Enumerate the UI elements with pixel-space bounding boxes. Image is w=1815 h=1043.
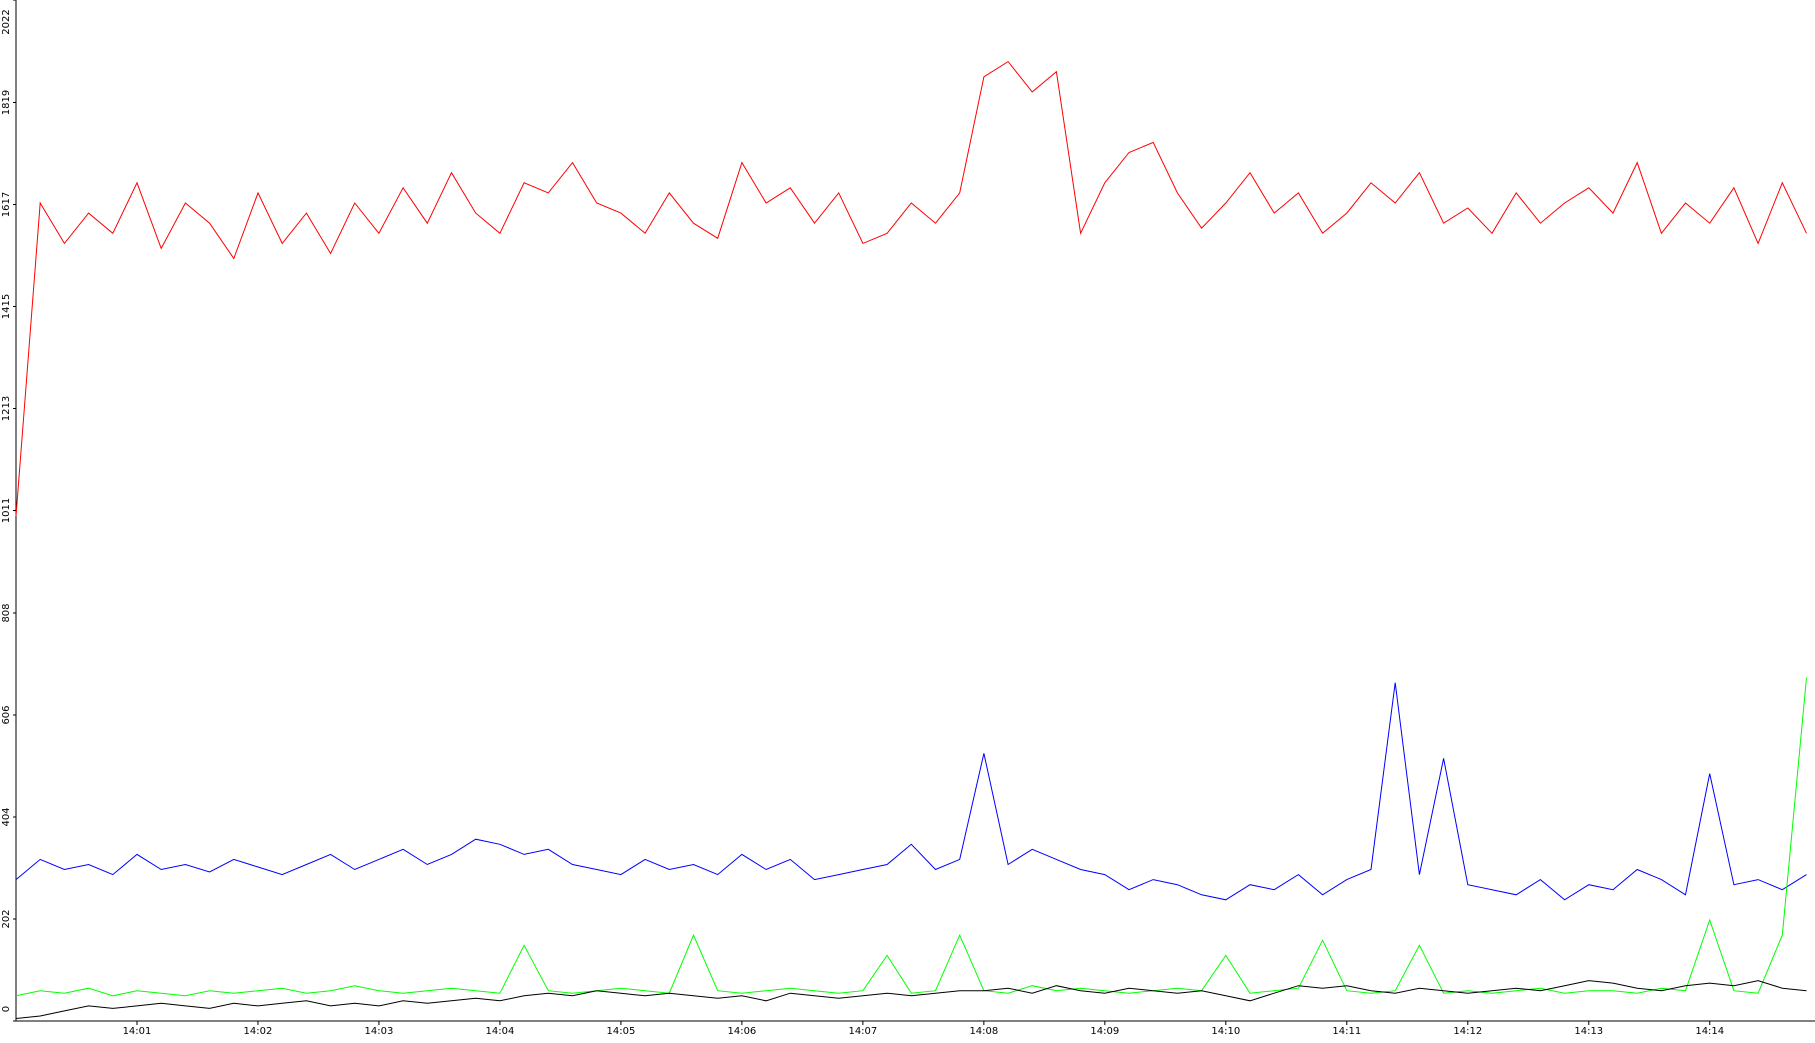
x-tick-label: 14:01	[123, 1026, 152, 1037]
x-tick-label: 14:06	[727, 1026, 756, 1037]
x-tick-label: 14:07	[848, 1026, 877, 1037]
x-tick-label: 14:13	[1574, 1026, 1603, 1037]
y-tick-label: 0	[1, 1006, 12, 1012]
series-line	[15, 682, 1807, 901]
y-tick-label: 202	[1, 909, 12, 928]
y-tick-label: 1415	[1, 294, 12, 319]
y-tick-label: 1617	[1, 192, 12, 217]
y-tick-label: 2022	[1, 9, 12, 34]
x-tick-label: 14:05	[606, 1026, 635, 1037]
x-tick-label: 14:14	[1695, 1026, 1724, 1037]
x-tick-label: 14:02	[244, 1026, 273, 1037]
y-tick-label: 1011	[1, 498, 12, 523]
y-tick-label: 1213	[1, 396, 12, 421]
x-tick-label: 14:03	[365, 1026, 394, 1037]
series-line	[15, 60, 1807, 517]
x-tick-label: 14:12	[1453, 1026, 1482, 1037]
x-tick-label: 14:10	[1211, 1026, 1240, 1037]
x-tick-label: 14:09	[1090, 1026, 1119, 1037]
y-tick-label: 606	[1, 705, 12, 724]
x-tick-label: 14:11	[1332, 1026, 1361, 1037]
y-tick-label: 1819	[1, 90, 12, 115]
series-line	[15, 677, 1807, 997]
series-line	[15, 980, 1807, 1019]
x-tick-label: 14:08	[969, 1026, 998, 1037]
y-tick-label: 404	[1, 807, 12, 826]
x-tick-label: 14:04	[486, 1026, 515, 1037]
y-tick-label: 808	[1, 603, 12, 622]
